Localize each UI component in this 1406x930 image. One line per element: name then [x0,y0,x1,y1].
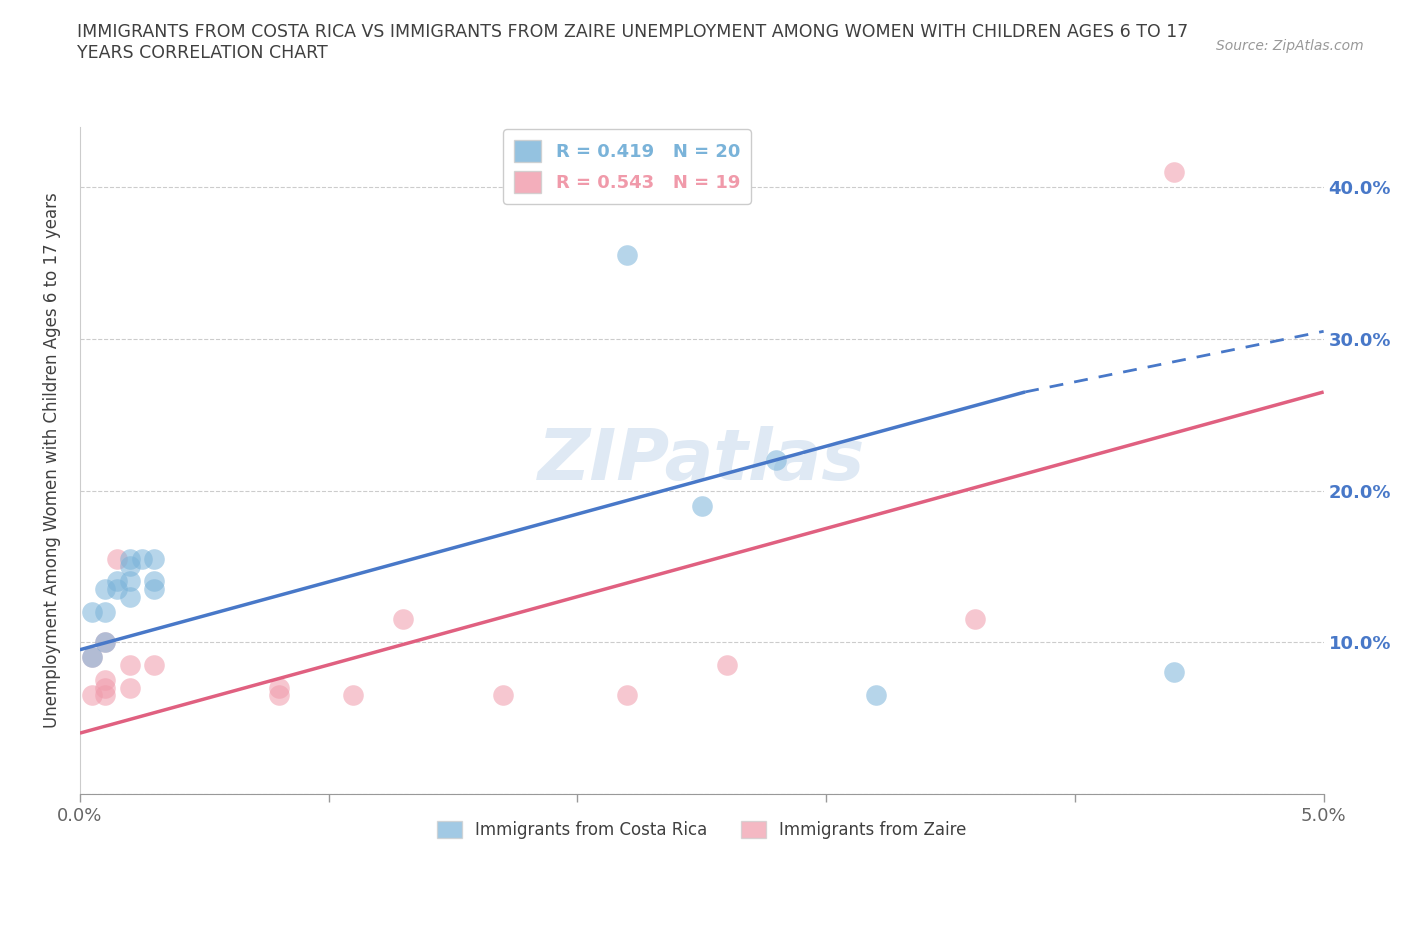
Point [492,688,515,703]
Point [93,634,115,649]
Point [616,688,638,703]
Point [82,688,104,703]
Point [143,574,166,589]
Point [143,658,166,672]
Point [118,574,141,589]
Point [765,453,787,468]
Point [616,248,638,263]
Y-axis label: Unemployment Among Women with Children Ages 6 to 17 years: Unemployment Among Women with Children A… [44,193,60,728]
Point [82,650,104,665]
Point [82,604,104,619]
Point [131,551,153,566]
Point [392,612,415,627]
Point [118,590,141,604]
Point [118,551,141,566]
Point [105,551,128,566]
Text: IMMIGRANTS FROM COSTA RICA VS IMMIGRANTS FROM ZAIRE UNEMPLOYMENT AMONG WOMEN WIT: IMMIGRANTS FROM COSTA RICA VS IMMIGRANTS… [77,23,1188,62]
Point [118,658,141,672]
Point [965,612,987,627]
Point [118,680,141,695]
Legend: Immigrants from Costa Rica, Immigrants from Zaire: Immigrants from Costa Rica, Immigrants f… [430,814,973,845]
Point [93,634,115,649]
Point [93,581,115,596]
Point [267,688,290,703]
Point [690,498,713,513]
Point [82,650,104,665]
Point [143,581,166,596]
Point [342,688,364,703]
Point [865,688,887,703]
Point [93,672,115,687]
Point [93,604,115,619]
Point [93,688,115,703]
Point [267,680,290,695]
Point [1163,665,1185,680]
Point [143,551,166,566]
Text: ZIPatlas: ZIPatlas [538,426,866,495]
Point [105,574,128,589]
Text: Source: ZipAtlas.com: Source: ZipAtlas.com [1216,39,1364,53]
Point [93,680,115,695]
Point [118,559,141,574]
Point [716,658,738,672]
Point [1163,165,1185,179]
Point [105,581,128,596]
